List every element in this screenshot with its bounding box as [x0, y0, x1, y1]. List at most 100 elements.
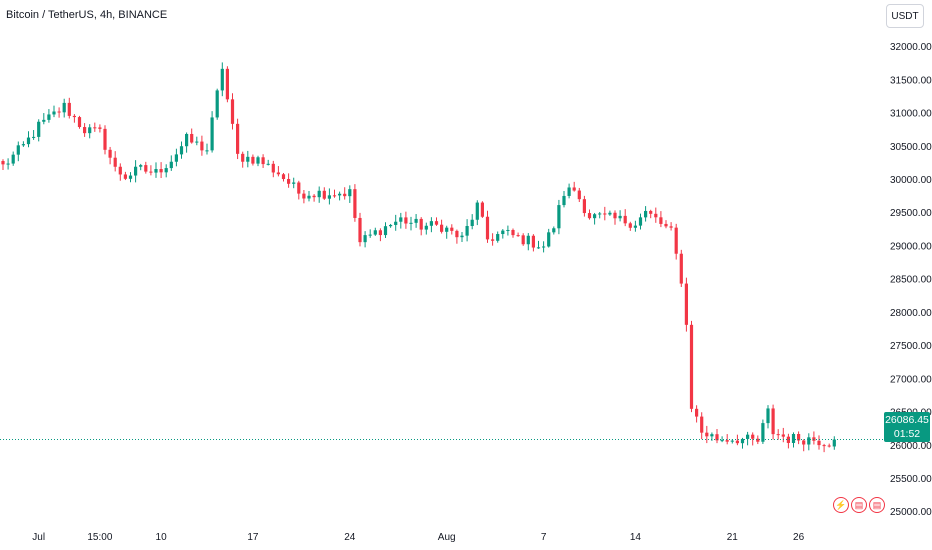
candle-body — [618, 215, 622, 219]
x-tick-label: 15:00 — [87, 532, 112, 543]
us-flag-icon[interactable]: ▤ — [851, 497, 867, 513]
candle-body — [802, 440, 806, 445]
economic-events: ⚡ ▤ ▤ — [833, 497, 885, 513]
candle-body — [134, 166, 138, 176]
candle-body — [608, 212, 612, 215]
candle-body — [598, 213, 602, 215]
candle-body — [470, 219, 474, 227]
candle-body — [373, 230, 377, 235]
candle-body — [409, 222, 413, 224]
candle-body — [766, 408, 770, 424]
candle-body — [128, 175, 133, 179]
candle-body — [807, 437, 811, 445]
candle-body — [480, 202, 484, 217]
y-tick-label: 31500.00 — [890, 75, 932, 86]
candle-body — [11, 154, 15, 164]
candle-body — [190, 133, 194, 143]
candle-body — [674, 227, 678, 254]
candle-body — [751, 434, 755, 439]
candle-body — [317, 190, 321, 198]
candle-body — [557, 205, 561, 229]
candle-body — [21, 144, 25, 146]
candle-body — [276, 172, 280, 175]
candle-body — [16, 145, 20, 155]
x-tick-label: 10 — [156, 532, 168, 543]
candle-body — [292, 182, 296, 184]
candle-body — [348, 189, 352, 197]
x-tick-label: Aug — [438, 532, 456, 543]
candle-body — [6, 163, 10, 165]
candle-body — [700, 416, 704, 433]
candle-body — [42, 119, 46, 122]
lightning-icon[interactable]: ⚡ — [833, 497, 849, 513]
y-tick-label: 28500.00 — [890, 275, 932, 286]
x-tick-label: Jul — [32, 532, 45, 543]
candle-body — [613, 212, 617, 219]
candle-body — [220, 68, 224, 91]
candle-body — [603, 213, 607, 215]
candle-body — [705, 432, 709, 437]
candle-body — [776, 434, 780, 436]
candle-body — [338, 193, 342, 196]
candle-body — [542, 246, 546, 248]
candle-body — [225, 68, 229, 100]
candle-body — [710, 434, 714, 437]
candles-group — [1, 62, 836, 453]
candle-body — [236, 123, 240, 154]
y-tick-label: 26000.00 — [890, 441, 932, 452]
candle-body — [404, 217, 408, 224]
candle-body — [577, 190, 581, 200]
y-tick-label: 27000.00 — [890, 374, 932, 385]
candle-body — [26, 137, 31, 145]
candle-body — [429, 221, 433, 226]
y-tick-label: 28000.00 — [890, 308, 932, 319]
last-price-badge: 26086.45 01:52 — [884, 412, 930, 442]
candle-body — [445, 227, 449, 232]
currency-button[interactable]: USDT — [886, 4, 924, 28]
candle-body — [781, 434, 785, 437]
candle-body — [771, 408, 775, 435]
candle-body — [440, 224, 444, 232]
candle-body — [210, 117, 214, 151]
candle-body — [623, 215, 627, 224]
candle-body — [52, 111, 56, 115]
candle-body — [746, 434, 750, 439]
candle-body — [123, 174, 127, 179]
candle-body — [215, 90, 219, 118]
candle-body — [154, 169, 158, 173]
candle-body — [531, 235, 535, 248]
candle-body — [414, 218, 418, 223]
candle-body — [251, 156, 255, 164]
candle-body — [756, 438, 760, 442]
candle-body — [491, 239, 495, 241]
y-tick-label: 30000.00 — [890, 175, 932, 186]
candle-body — [638, 217, 643, 226]
candle-body — [261, 157, 265, 165]
candle-body — [256, 157, 260, 164]
x-tick-label: 17 — [247, 532, 259, 543]
candle-body — [1, 161, 5, 165]
candle-body — [98, 127, 102, 129]
candle-body — [312, 195, 316, 198]
candle-body — [725, 440, 729, 442]
candle-body — [88, 127, 92, 134]
candle-body — [93, 127, 97, 129]
candle-body — [644, 210, 648, 218]
candle-body — [358, 217, 362, 243]
candle-countdown: 01:52 — [893, 428, 921, 440]
candle-body — [633, 225, 637, 228]
candle-body — [383, 226, 388, 236]
candle-body — [241, 153, 245, 162]
candle-body — [353, 189, 357, 218]
candle-body — [460, 235, 464, 238]
candle-body — [475, 202, 479, 220]
candle-body — [322, 190, 326, 199]
y-tick-label: 25500.00 — [890, 474, 932, 485]
candle-body — [720, 440, 724, 442]
candle-body — [185, 133, 189, 147]
y-axis: 25000.0025500.0026000.0026500.0027000.00… — [890, 42, 932, 518]
chart-title: Bitcoin / TetherUS, 4h, BINANCE — [6, 9, 168, 21]
candle-body — [791, 433, 796, 443]
us-flag-icon[interactable]: ▤ — [869, 497, 885, 513]
